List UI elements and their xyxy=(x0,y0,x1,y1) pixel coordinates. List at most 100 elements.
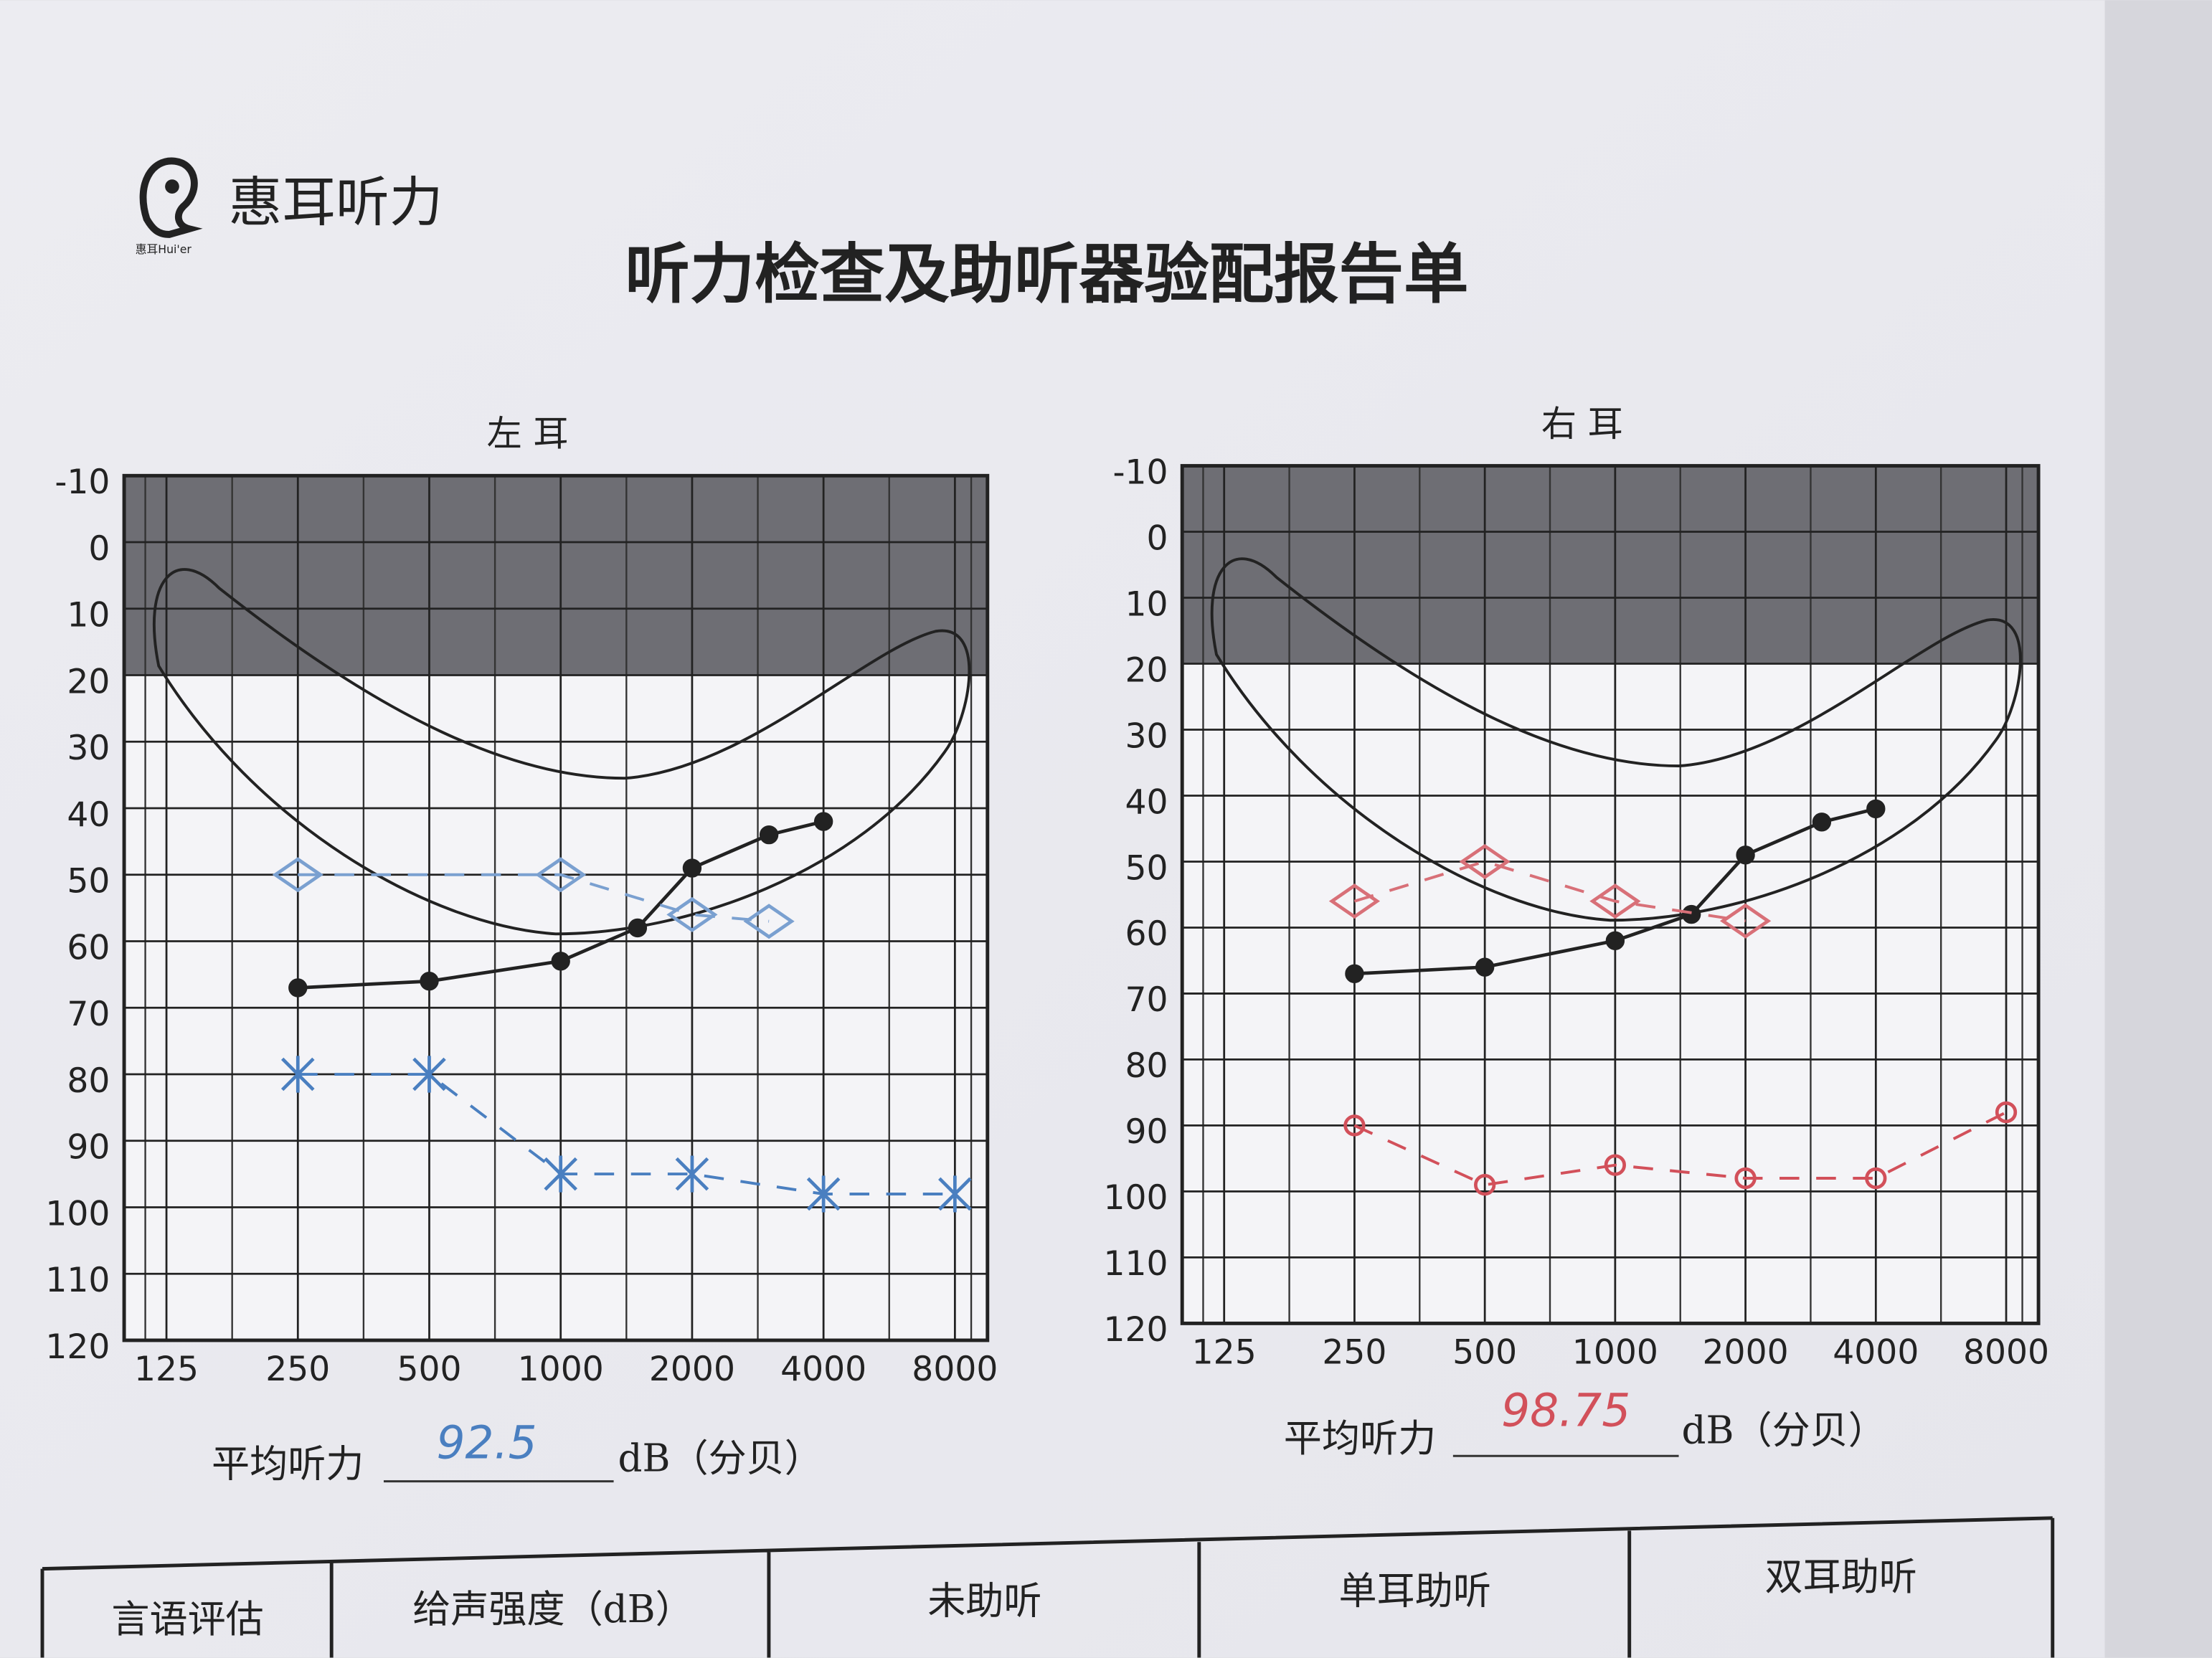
data-point xyxy=(551,952,570,971)
x-tick-label: 500 xyxy=(397,1350,461,1389)
y-tick-label: 110 xyxy=(45,1261,110,1300)
average-left: 平均听力 92.5 dB（分贝） xyxy=(212,1417,823,1487)
x-tick-label: 250 xyxy=(1322,1333,1386,1373)
data-point xyxy=(544,1155,578,1193)
series-line xyxy=(298,873,770,923)
data-point xyxy=(1605,931,1625,951)
y-tick-label: 100 xyxy=(45,1194,110,1233)
y-tick-label: 20 xyxy=(67,662,110,701)
average-right: 平均听力 98.75 dB（分贝） xyxy=(1284,1384,1886,1461)
y-tick-label: 10 xyxy=(1125,584,1168,624)
table-header: 单耳助听 xyxy=(1339,1569,1491,1614)
y-tick-label: 80 xyxy=(67,1061,110,1101)
x-tick-label: 250 xyxy=(265,1350,330,1389)
y-tick-label: 20 xyxy=(1125,650,1168,690)
data-point xyxy=(1995,1101,2018,1124)
data-point xyxy=(682,858,702,878)
y-tick-label: -10 xyxy=(1112,453,1168,492)
series-line xyxy=(1353,1111,2007,1187)
x-tick-label: 125 xyxy=(1192,1333,1257,1373)
x-tick-label: 8000 xyxy=(1963,1333,2049,1373)
y-tick-label: 10 xyxy=(67,596,110,635)
average-unit: dB（分贝） xyxy=(618,1436,822,1481)
data-point xyxy=(272,857,323,893)
y-tick-label: 110 xyxy=(1103,1244,1168,1284)
data-point xyxy=(806,1175,841,1213)
chart-title: 左 耳 xyxy=(487,413,569,455)
data-point xyxy=(1681,904,1701,924)
data-point xyxy=(1589,884,1641,919)
data-point xyxy=(1865,1167,1887,1190)
brand: 惠耳听力 xyxy=(229,171,443,234)
average-label: 平均听力 xyxy=(1284,1416,1436,1461)
average-value: 98.75 xyxy=(1501,1384,1630,1436)
table-header: 言语评估 xyxy=(111,1597,263,1642)
shaded-band xyxy=(124,475,988,676)
y-tick-label: 100 xyxy=(1103,1178,1168,1218)
y-tick-label: -10 xyxy=(55,463,110,502)
average-value: 92.5 xyxy=(437,1417,537,1469)
y-tick-label: 60 xyxy=(67,928,110,967)
data-point xyxy=(288,978,308,998)
x-tick-label: 500 xyxy=(1452,1333,1517,1373)
data-point xyxy=(1343,1114,1366,1137)
data-point xyxy=(1345,964,1364,984)
data-point xyxy=(1719,903,1772,939)
data-point xyxy=(1474,1174,1496,1196)
logo: 惠耳听力 惠耳Hui'er xyxy=(136,157,443,256)
y-tick-label: 120 xyxy=(1103,1310,1168,1350)
table-border xyxy=(40,1516,2055,1658)
y-tick-label: 50 xyxy=(67,862,110,901)
shaded-band xyxy=(1182,465,2039,664)
data-point xyxy=(1604,1154,1627,1176)
y-tick-label: 50 xyxy=(1125,848,1168,888)
report-title: 听力检查及助听器验配报告单 xyxy=(625,236,1468,312)
data-point xyxy=(813,812,833,831)
y-tick-label: 80 xyxy=(1125,1046,1168,1086)
plot-frame xyxy=(122,473,990,1342)
data-point xyxy=(1459,843,1511,879)
table-header: 给声强度（dB） xyxy=(412,1587,694,1631)
x-tick-label: 4000 xyxy=(780,1350,866,1389)
data-point xyxy=(628,918,648,938)
y-tick-label: 0 xyxy=(88,529,110,569)
y-tick-label: 90 xyxy=(67,1128,110,1167)
plot-frame xyxy=(1180,464,2041,1325)
table-header: 双耳助听 xyxy=(1765,1555,1917,1599)
y-tick-label: 40 xyxy=(1125,782,1168,822)
data-point xyxy=(743,904,795,939)
average-label: 平均听力 xyxy=(212,1441,364,1486)
data-point xyxy=(1328,884,1381,919)
data-point xyxy=(535,857,587,893)
data-point xyxy=(666,896,718,932)
x-tick-label: 2000 xyxy=(649,1350,735,1389)
audiogram: 125 250 500 1000 2000 4000 8000 -10 0 10 20 30 40 50 6… xyxy=(45,413,998,1390)
speech-banana xyxy=(152,568,971,936)
data-point xyxy=(1736,845,1755,865)
speech-table: 言语评估 给声强度（dB） 未助听 单耳助听 双耳助听 xyxy=(40,1516,2055,1658)
x-tick-label: 1000 xyxy=(1572,1333,1658,1373)
data-point xyxy=(938,1175,972,1213)
y-tick-label: 30 xyxy=(67,729,110,768)
x-tick-label: 8000 xyxy=(912,1350,998,1389)
y-tick-label: 0 xyxy=(1147,518,1168,558)
data-point xyxy=(675,1155,709,1193)
y-tick-label: 60 xyxy=(1125,914,1168,954)
data-point xyxy=(1734,1167,1757,1190)
y-tick-label: 70 xyxy=(67,995,110,1034)
y-tick-label: 30 xyxy=(1125,716,1168,756)
average-unit: dB（分贝） xyxy=(1681,1408,1886,1452)
audiogram: 125 250 500 1000 2000 4000 8000 -10 0 10 20 30 40 50 6… xyxy=(1103,403,2049,1373)
y-tick-label: 90 xyxy=(1125,1112,1168,1152)
y-tick-label: 70 xyxy=(1125,980,1168,1020)
table-header: 未助听 xyxy=(927,1578,1041,1623)
data-point xyxy=(420,971,439,991)
x-tick-label: 125 xyxy=(134,1350,199,1389)
data-point xyxy=(412,1056,446,1093)
y-tick-label: 40 xyxy=(67,795,110,835)
data-point xyxy=(280,1056,315,1093)
series-line xyxy=(1353,860,1746,923)
y-tick-label: 120 xyxy=(45,1327,110,1367)
data-point xyxy=(1812,813,1832,832)
